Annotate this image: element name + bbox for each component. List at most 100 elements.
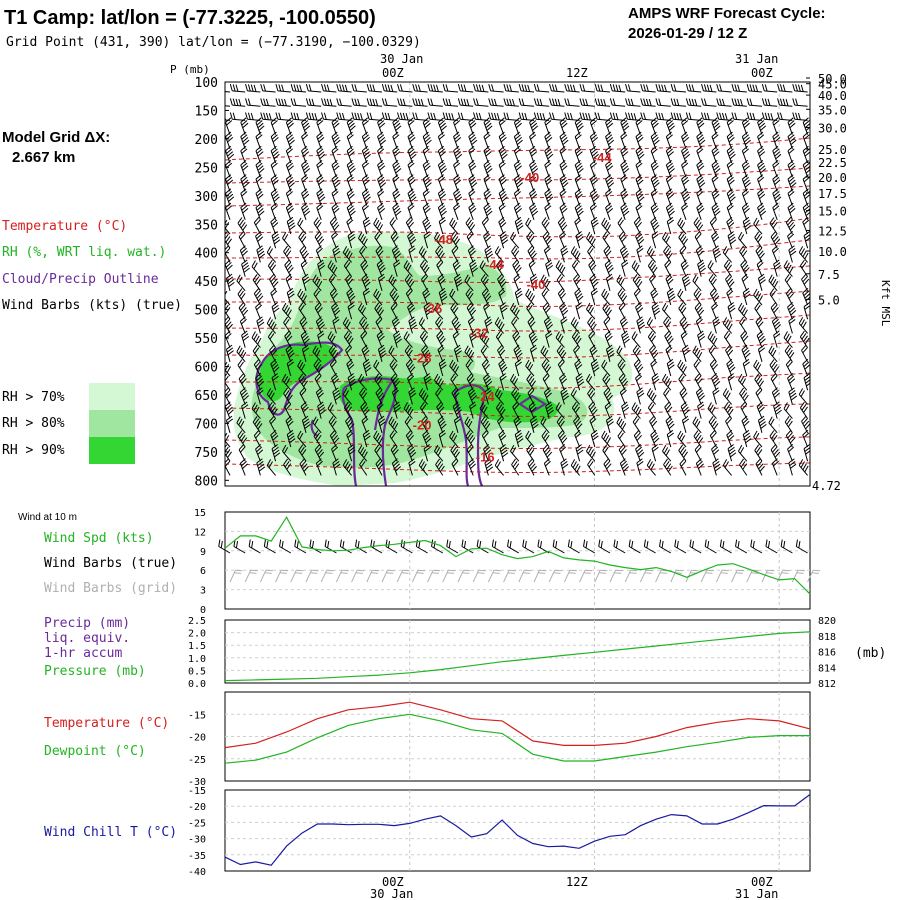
wind-barb — [460, 98, 464, 106]
wind-barb — [369, 98, 373, 106]
wind-barb — [408, 120, 415, 126]
wind-barb — [256, 205, 263, 211]
wind-barb — [667, 219, 674, 225]
wind-barb — [363, 406, 369, 413]
wind-barb — [696, 221, 702, 229]
wind-barb — [789, 224, 796, 231]
wind-barb — [498, 358, 505, 365]
wind-barb — [666, 276, 673, 282]
wind-barb — [328, 274, 334, 281]
wind-barb — [266, 317, 272, 324]
wind-barb-10m-grid — [609, 570, 616, 583]
wind-barb — [226, 415, 233, 421]
isotherm-label: -44 — [485, 257, 505, 272]
wind-barb — [665, 179, 672, 192]
wind-barb — [473, 112, 476, 120]
wind-barb — [301, 164, 307, 178]
wind-barb — [741, 273, 748, 280]
wind-barb — [557, 358, 564, 365]
wind-barb — [805, 126, 810, 131]
wind-barb — [785, 404, 790, 412]
wind-barb — [546, 193, 553, 200]
wind-barb — [787, 145, 794, 152]
wind-barb — [726, 392, 731, 400]
wind-barb — [711, 160, 718, 166]
wind-barb — [502, 239, 509, 245]
wind-barb — [417, 84, 421, 92]
wind-barb — [756, 318, 763, 325]
wind-barb — [677, 223, 687, 235]
wind-barb — [498, 392, 503, 400]
wind-barb — [407, 131, 414, 137]
wind-barb — [453, 262, 460, 268]
wind-barb — [273, 307, 280, 313]
wind-barb — [754, 379, 763, 391]
legend-rh70-swatch — [89, 383, 135, 410]
wind-barb — [572, 319, 577, 326]
wind-barb — [435, 322, 444, 334]
wind-barb — [589, 273, 596, 280]
wind-barb — [346, 463, 351, 471]
wind-barb — [422, 434, 429, 448]
wind-barb — [526, 231, 532, 238]
wind-barb — [788, 249, 793, 263]
wind-barb — [389, 359, 395, 366]
wind-barb — [575, 420, 582, 427]
wind-barb — [617, 288, 623, 295]
wind-barb — [631, 408, 641, 419]
wind-barb — [724, 390, 729, 397]
wind-barb — [784, 350, 793, 363]
wind-barb — [450, 237, 459, 249]
wind-barb — [739, 234, 745, 241]
wind-barb — [804, 364, 810, 370]
wind-barb — [802, 347, 808, 354]
wind-barb — [617, 435, 626, 448]
wind-barb — [802, 122, 809, 135]
wind-barb — [527, 304, 533, 312]
wind-barb — [469, 134, 476, 140]
wind-barb — [423, 335, 428, 342]
wind-barb — [392, 160, 399, 166]
wind-barb — [485, 248, 492, 254]
wind-barb — [612, 84, 616, 92]
wind-barb-10m-grid — [492, 572, 500, 574]
wind-barb — [375, 304, 381, 312]
wind-barb — [757, 278, 763, 291]
wind-barb — [284, 318, 290, 326]
wind-barb — [455, 137, 462, 143]
wind-barb — [802, 174, 809, 180]
wind-barb — [529, 202, 536, 208]
wind-barb — [376, 330, 383, 336]
wind-barb — [237, 293, 246, 306]
wind-barb — [620, 375, 626, 382]
wind-barb — [286, 145, 292, 152]
wind-barb — [298, 444, 304, 451]
wind-barb — [790, 139, 797, 146]
wind-barb — [221, 99, 223, 106]
wind-barb — [771, 219, 776, 226]
wind-barb — [510, 302, 515, 310]
wind-barb — [620, 202, 627, 208]
wind-barb — [590, 358, 598, 364]
wind-barb — [673, 90, 687, 93]
wind-barb — [267, 265, 277, 277]
wind-barb — [650, 276, 656, 283]
wind-barb — [559, 219, 565, 226]
wind-barb — [636, 375, 643, 382]
wind-barb — [698, 250, 704, 257]
wind-barb — [726, 321, 731, 329]
wind-barb — [470, 309, 477, 316]
wind-barb — [789, 378, 796, 384]
wind-barb — [226, 176, 233, 183]
wind-barb — [698, 265, 706, 271]
wind-barb — [694, 444, 701, 451]
wind-barb — [245, 98, 248, 106]
wind-barb — [299, 316, 305, 323]
wind-barb — [755, 316, 761, 323]
wind-barb — [358, 302, 363, 310]
wind-barb — [746, 83, 750, 92]
wind-barb — [665, 420, 672, 433]
wind-barb — [560, 221, 566, 228]
axis-tick-label: -25 — [188, 818, 206, 829]
wind-barb — [407, 373, 414, 379]
